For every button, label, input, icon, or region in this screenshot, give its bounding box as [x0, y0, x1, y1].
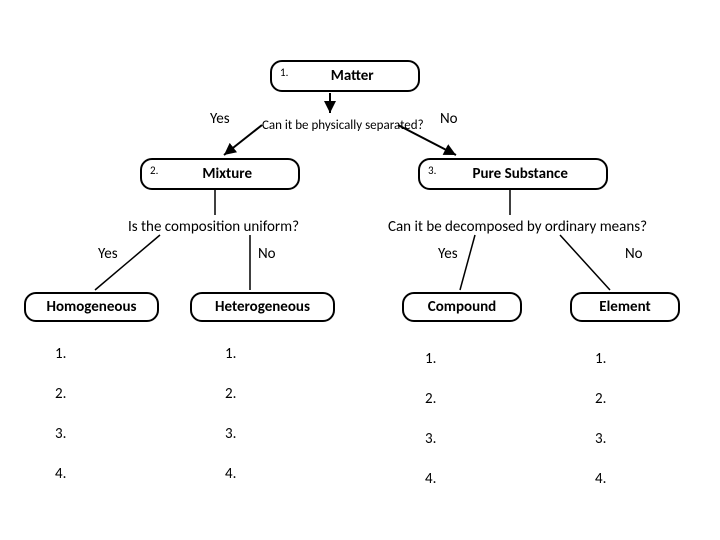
node-element: Element [570, 292, 680, 322]
list-item: 4. [595, 470, 695, 488]
node-label: Homogeneous [34, 298, 149, 316]
list-item: 4. [55, 465, 155, 483]
blanks-heterogeneous: 1. 2. 3. 4. [225, 345, 325, 505]
branch-no: No [258, 245, 276, 263]
list-item: 3. [595, 430, 695, 448]
node-homogeneous: Homogeneous [24, 292, 159, 322]
blanks-compound: 1. 2. 3. 4. [425, 350, 525, 510]
branch-yes: Yes [210, 110, 230, 128]
node-heterogeneous: Heterogeneous [190, 292, 335, 322]
node-number: 3. [428, 164, 436, 177]
list-item: 2. [225, 385, 325, 403]
node-label: Heterogeneous [200, 298, 325, 316]
list-item: 2. [55, 385, 155, 403]
blanks-homogeneous: 1. 2. 3. 4. [55, 345, 155, 505]
question-decomposed: Can it be decomposed by ordinary means? [388, 218, 647, 236]
question-composition: Is the composition uniform? [128, 218, 299, 236]
list-item: 3. [425, 430, 525, 448]
list-item: 2. [425, 390, 525, 408]
list-item: 4. [425, 470, 525, 488]
list-item: 3. [55, 425, 155, 443]
node-number: 2. [150, 164, 158, 177]
list-item: 2. [595, 390, 695, 408]
node-compound: Compound [402, 292, 522, 322]
list-item: 1. [425, 350, 525, 368]
node-label: Pure Substance [442, 165, 598, 183]
branch-no: No [440, 110, 458, 128]
list-item: 1. [225, 345, 325, 363]
node-pure-substance: 3. Pure Substance [418, 158, 608, 190]
blanks-element: 1. 2. 3. 4. [595, 350, 695, 510]
node-label: Compound [412, 298, 512, 316]
branch-yes: Yes [98, 245, 118, 263]
node-label: Matter [294, 67, 410, 85]
list-item: 3. [225, 425, 325, 443]
node-mixture: 2. Mixture [140, 158, 300, 190]
branch-no: No [625, 245, 643, 263]
branch-yes: Yes [438, 245, 458, 263]
list-item: 1. [55, 345, 155, 363]
list-item: 4. [225, 465, 325, 483]
question-separated: Can it be physically separated? [262, 118, 424, 133]
node-number: 1. [280, 66, 288, 79]
node-label: Mixture [164, 165, 290, 183]
node-label: Element [580, 298, 670, 316]
list-item: 1. [595, 350, 695, 368]
node-matter: 1. Matter [270, 60, 420, 92]
